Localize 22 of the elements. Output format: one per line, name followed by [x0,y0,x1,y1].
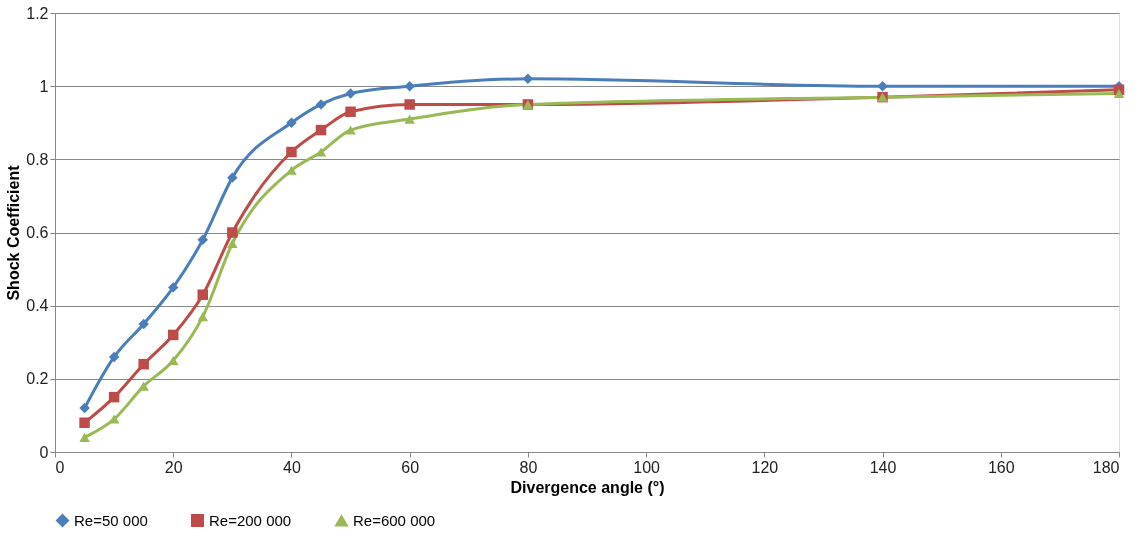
x-axis-title: Divergence angle (°) [510,478,665,496]
x-tick-label: 20 [164,458,183,476]
y-tick-label: 0.6 [26,224,49,241]
x-tick-label: 180 [1092,458,1120,476]
x-tick-label: 140 [869,458,897,476]
legend-label: Re=50 000 [74,511,148,529]
y-tick-label: 0.2 [26,370,49,388]
x-tick-label: 0 [55,458,65,476]
y-tick-label: 1.2 [26,4,49,22]
y-tick-label: 0 [39,443,49,461]
y-tick-label: 0.4 [26,297,49,315]
x-tick-label: 120 [751,458,779,476]
legend-label: Re=600 000 [353,511,436,529]
x-tick-label: 100 [633,458,661,476]
y-tick-label: 0.8 [26,150,49,168]
legend-label: Re=200 000 [209,511,292,529]
y-tick-label: 1 [39,77,49,95]
x-tick-label: 60 [401,458,420,476]
x-tick-label: 160 [987,458,1015,476]
y-axis-title: Shock Coefficient [5,164,23,301]
x-tick-label: 80 [519,458,538,476]
x-tick-label: 40 [283,458,301,476]
